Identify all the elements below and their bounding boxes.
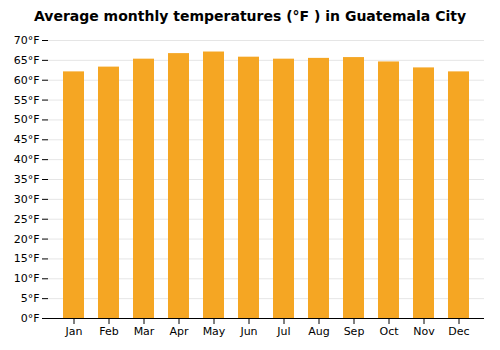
svg-text:Feb: Feb [99,325,118,338]
html-text:Average monthly temperatures (: Average monthly temperatures (°F ) in Gu… [33,8,467,24]
svg-text:15°F: 15°F [14,252,40,265]
svg-text:65°F: 65°F [14,54,40,67]
svg-text:Apr: Apr [169,325,189,338]
svg-text:50°F: 50°F [14,113,40,126]
svg-text:5°F: 5°F [21,292,40,305]
svg-text:Oct: Oct [379,325,399,338]
svg-text:Jul: Jul [276,325,290,338]
svg-text:25°F: 25°F [14,213,40,226]
svg-text:0°F: 0°F [21,312,40,325]
svg-text:Dec: Dec [448,325,469,338]
svg-text:45°F: 45°F [14,133,40,146]
svg-text:Jan: Jan [65,325,83,338]
svg-text:40°F: 40°F [14,153,40,166]
svg-text:35°F: 35°F [14,173,40,186]
svg-text:Aug: Aug [308,325,329,338]
svg-text:May: May [203,325,226,338]
svg-text:60°F: 60°F [14,74,40,87]
svg-text:Jun: Jun [239,325,257,338]
svg-text:10°F: 10°F [14,272,40,285]
svg-text:Nov: Nov [413,325,435,338]
svg-text:55°F: 55°F [14,94,40,107]
svg-text:Mar: Mar [134,325,155,338]
svg-text:Sep: Sep [344,325,365,338]
svg-text:20°F: 20°F [14,233,40,246]
svg-text:70°F: 70°F [14,34,40,47]
svg-text:30°F: 30°F [14,193,40,206]
